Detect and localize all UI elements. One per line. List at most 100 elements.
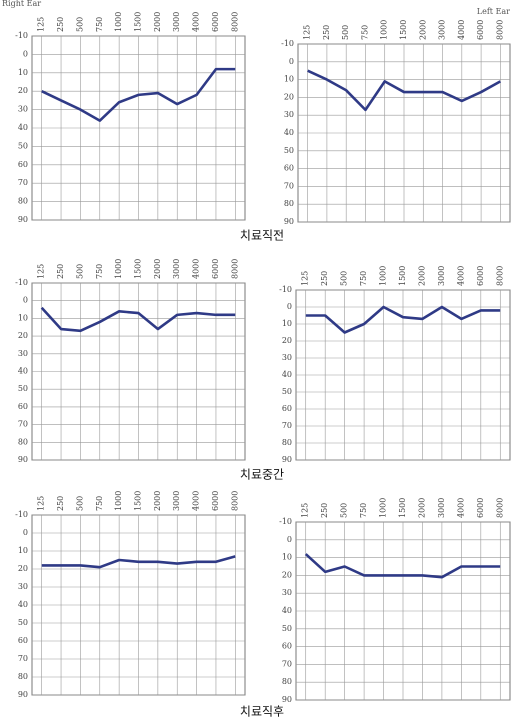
y-tick-label: 10	[282, 553, 292, 562]
y-tick-label: 60	[282, 404, 292, 413]
y-tick-label: 40	[284, 128, 294, 137]
y-tick-label: -10	[15, 278, 28, 287]
x-tick-label: 3000	[172, 12, 181, 32]
x-tick-label: 6000	[211, 491, 220, 511]
y-tick-label: 50	[284, 146, 294, 155]
x-tick-label: 6000	[211, 12, 220, 32]
hearing-line	[305, 305, 501, 334]
x-tick-label: 6000	[476, 20, 485, 40]
x-tick-label: 1000	[114, 491, 123, 511]
y-tick-label: 90	[18, 215, 28, 224]
x-tick-label: 6000	[211, 259, 220, 279]
x-tick-label: 250	[320, 271, 329, 286]
hearing-line	[307, 69, 501, 112]
x-tick-label: 500	[75, 17, 84, 32]
x-tick-label: 125	[37, 496, 46, 511]
y-tick-label: 70	[282, 421, 292, 430]
y-tick-label: 30	[18, 105, 28, 114]
audiogram: -10 0 10 20 30 40 50 60 70 80 90 125 250 500 750 1000 15…	[15, 491, 246, 699]
x-tick-label: 250	[322, 25, 331, 40]
x-tick-label: 500	[341, 25, 350, 40]
y-tick-label: 40	[18, 123, 28, 132]
x-tick-label: 250	[320, 503, 329, 518]
y-tick-label: 30	[18, 349, 28, 358]
x-tick-label: 3000	[438, 20, 447, 40]
y-tick-label: 70	[284, 181, 294, 190]
audiogram: Right Ear -10 0 10 20 30 40 50 60 70 80 90 125 250 500…	[2, 0, 246, 224]
y-tick-label: 0	[23, 296, 28, 305]
x-tick-label: 750	[359, 271, 368, 286]
hearing-line	[40, 306, 236, 333]
x-tick-label: 125	[303, 25, 312, 40]
y-tick-label: 40	[282, 370, 292, 379]
y-tick-label: 50	[18, 618, 28, 627]
audiogram: Left Ear -10 0 10 20 30 40 50 60 70 80 90 125 250 500 7…	[281, 7, 511, 226]
y-tick-label: 80	[18, 437, 28, 446]
x-tick-label: 750	[360, 25, 369, 40]
y-tick-label: 70	[18, 178, 28, 187]
x-tick-label: 8000	[230, 491, 239, 511]
y-tick-label: 50	[18, 141, 28, 150]
y-tick-label: 0	[287, 535, 292, 544]
audiogram: -10 0 10 20 30 40 50 60 70 80 90 125 250 500 750 1000 15…	[15, 259, 246, 464]
y-tick-label: 50	[18, 384, 28, 393]
y-tick-label: 40	[18, 367, 28, 376]
y-tick-label: 80	[282, 677, 292, 686]
hearing-line	[41, 555, 236, 569]
y-tick-label: 60	[18, 402, 28, 411]
x-tick-label: 250	[56, 496, 65, 511]
y-tick-label: 60	[18, 160, 28, 169]
y-tick-label: 60	[18, 636, 28, 645]
y-tick-label: 30	[282, 588, 292, 597]
y-tick-label: 80	[18, 672, 28, 681]
y-tick-label: 90	[18, 690, 28, 699]
y-tick-label: 70	[18, 420, 28, 429]
y-tick-label: 90	[284, 217, 294, 226]
y-tick-label: 0	[23, 49, 28, 58]
y-tick-label: 30	[282, 353, 292, 362]
y-tick-label: 40	[282, 606, 292, 615]
x-tick-label: 2000	[153, 491, 162, 511]
y-tick-label: 0	[23, 528, 28, 537]
x-tick-label: 3000	[437, 266, 446, 286]
y-tick-label: 0	[287, 302, 292, 311]
x-tick-label: 1500	[398, 266, 407, 286]
caption: 치료직후	[240, 705, 284, 719]
y-tick-label: 90	[282, 695, 292, 704]
y-tick-label: -10	[15, 510, 28, 519]
x-tick-label: 500	[75, 496, 84, 511]
x-tick-label: 4000	[192, 259, 201, 279]
x-tick-label: 2000	[417, 266, 426, 286]
y-tick-label: 50	[282, 624, 292, 633]
y-tick-label: 70	[18, 654, 28, 663]
y-tick-label: 20	[284, 92, 294, 101]
y-tick-label: 60	[284, 164, 294, 173]
y-tick-label: 60	[282, 642, 292, 651]
y-tick-label: -10	[15, 31, 28, 40]
x-tick-label: 1500	[134, 491, 143, 511]
x-tick-label: 1500	[134, 12, 143, 32]
x-tick-label: 125	[37, 17, 46, 32]
x-tick-label: 1000	[379, 266, 388, 286]
hearing-line	[304, 553, 501, 579]
x-tick-label: 500	[340, 503, 349, 518]
y-tick-label: 20	[18, 331, 28, 340]
x-tick-label: 8000	[495, 498, 504, 518]
y-tick-label: 10	[18, 546, 28, 555]
y-tick-label: 20	[18, 86, 28, 95]
audiogram: -10 0 10 20 30 40 50 60 70 80 90 125 250 500 750 1000 15…	[279, 266, 511, 464]
chart-title: Left Ear	[477, 7, 510, 16]
x-tick-label: 8000	[230, 12, 239, 32]
x-tick-label: 125	[301, 503, 310, 518]
y-tick-label: 30	[284, 110, 294, 119]
x-tick-label: 500	[340, 271, 349, 286]
y-tick-label: 20	[282, 570, 292, 579]
y-tick-label: 90	[18, 455, 28, 464]
x-tick-label: 1000	[114, 259, 123, 279]
x-tick-label: 500	[75, 264, 84, 279]
caption: 치료직전	[240, 229, 284, 243]
y-tick-label: 80	[282, 438, 292, 447]
chart-title: Right Ear	[2, 0, 41, 8]
y-tick-label: 20	[18, 564, 28, 573]
audiogram: -10 0 10 20 30 40 50 60 70 80 90 125 250 500 750 1000 15…	[279, 498, 511, 704]
